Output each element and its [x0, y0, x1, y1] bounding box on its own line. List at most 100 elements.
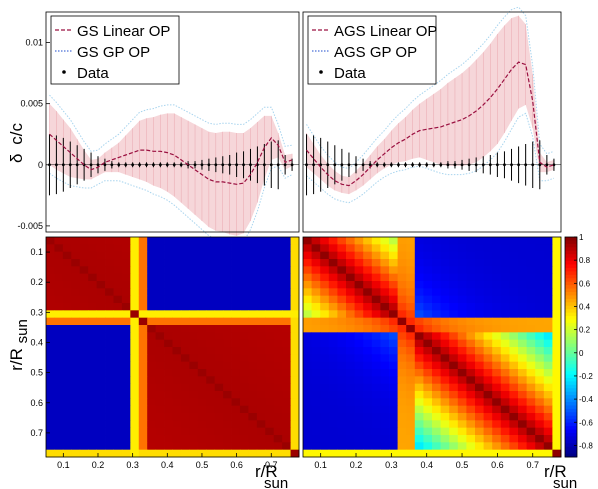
heatmap-cell: [231, 435, 241, 443]
heatmap-cell: [121, 259, 131, 267]
heatmap-cell: [79, 361, 89, 370]
heatmap-cell: [121, 376, 131, 385]
heatmap-cell: [130, 442, 140, 451]
heatmap-cell: [189, 442, 199, 451]
heatmap-cell: [475, 244, 484, 253]
data-point: [382, 163, 386, 167]
data-point: [460, 163, 464, 167]
heatmap-cell: [483, 295, 493, 304]
heatmap-cell: [172, 413, 182, 421]
heatmap-cell: [197, 281, 207, 289]
heatmap-cell: [197, 361, 207, 370]
heatmap-cell: [371, 376, 381, 385]
heatmap-cell: [223, 391, 232, 399]
heatmap-cell: [164, 244, 173, 253]
heatmap-cell: [397, 420, 407, 429]
heatmap-cell: [535, 259, 545, 267]
heatmap-cell: [543, 354, 553, 363]
heatmap-cell: [526, 281, 536, 289]
heatmap-cell: [164, 361, 173, 370]
heatmap-cell: [389, 295, 398, 304]
heatmap-cell: [406, 413, 416, 421]
heatmap-cell: [231, 369, 241, 377]
heatmap-cell: [231, 332, 241, 341]
heatmap-cell: [54, 427, 64, 436]
heatmap-cell: [475, 259, 484, 267]
heatmap-cell: [197, 310, 207, 319]
heatmap-cell: [290, 413, 300, 421]
heatmap-cell: [113, 405, 123, 414]
heatmap-cell: [380, 259, 390, 267]
heatmap-cell: [346, 259, 355, 267]
heatmap-cell: [79, 354, 89, 363]
heatmap-cell: [172, 398, 182, 407]
heatmap-cell: [282, 442, 291, 451]
heatmap-cell: [543, 310, 553, 319]
heatmap-cell: [535, 398, 545, 407]
data-point: [503, 163, 506, 167]
heatmap-cell: [449, 361, 459, 370]
heatmap-cell: [380, 332, 390, 341]
heatmap-cell: [282, 398, 291, 407]
heatmap-cell: [371, 442, 381, 451]
heatmap-cell: [256, 295, 266, 304]
heatmap-cell: [328, 427, 338, 436]
data-point: [172, 163, 176, 167]
heatmap-cell: [282, 273, 291, 282]
heatmap-cell: [189, 317, 199, 326]
heatmap-cell: [189, 303, 199, 311]
heatmap-cell: [475, 266, 484, 275]
heatmap-cell: [79, 251, 89, 260]
heatmap-cell: [62, 383, 72, 392]
heatmap-cell: [509, 354, 519, 363]
heatmap-cell: [231, 420, 241, 429]
heatmap-cell: [62, 442, 72, 451]
heatmap-cell: [449, 413, 459, 421]
heatmap-cell: [500, 244, 510, 253]
heatmap-cell: [328, 347, 338, 355]
heatmap-cell: [88, 339, 97, 348]
heatmap-cell: [483, 369, 493, 377]
colorbar-cell: [565, 322, 577, 327]
heatmap-cell: [71, 354, 81, 363]
y-tick-label: 0.5: [30, 368, 43, 378]
heatmap-cell: [113, 383, 123, 392]
heatmap-cell: [328, 449, 338, 458]
bottom-left-heatmap-panel: 0.1 0.2 0.3 0.4 0.5 0.6 0.70.10.20.30.40.50.60…: [30, 236, 300, 470]
heatmap-cell: [180, 442, 190, 451]
heatmap-cell: [96, 369, 106, 377]
heatmap-cell: [380, 310, 390, 319]
heatmap-cell: [265, 266, 275, 275]
heatmap-cell: [46, 427, 55, 436]
heatmap-cell: [552, 383, 562, 392]
colorbar-cell: [565, 381, 577, 386]
heatmap-cell: [414, 317, 424, 326]
heatmap-cell: [526, 332, 536, 341]
y-tick-label: 0.005: [20, 99, 43, 109]
heatmap-cell: [96, 295, 106, 304]
heatmap-cell: [239, 398, 249, 407]
heatmap-cell: [138, 310, 148, 319]
heatmap-cell: [509, 281, 519, 289]
heatmap-cell: [432, 281, 441, 289]
heatmap-cell: [62, 398, 72, 407]
heatmap-cell: [265, 391, 275, 399]
heatmap-cell: [371, 435, 381, 443]
heatmap-cell: [105, 413, 114, 421]
heatmap-cell: [71, 391, 81, 399]
heatmap-cell: [113, 339, 123, 348]
heatmap-cell: [223, 303, 232, 311]
heatmap-cell: [311, 420, 321, 429]
heatmap-cell: [543, 266, 553, 275]
heatmap-cell: [311, 383, 321, 392]
heatmap-cell: [492, 347, 502, 355]
heatmap-cell: [526, 303, 536, 311]
heatmap-cell: [273, 303, 283, 311]
heatmap-cell: [79, 288, 89, 297]
heatmap-cell: [526, 237, 536, 245]
heatmap-cell: [231, 273, 241, 282]
heatmap-cell: [273, 251, 283, 260]
heatmap-cell: [535, 288, 545, 297]
heatmap-cell: [320, 369, 330, 377]
heatmap-cell: [290, 383, 300, 392]
